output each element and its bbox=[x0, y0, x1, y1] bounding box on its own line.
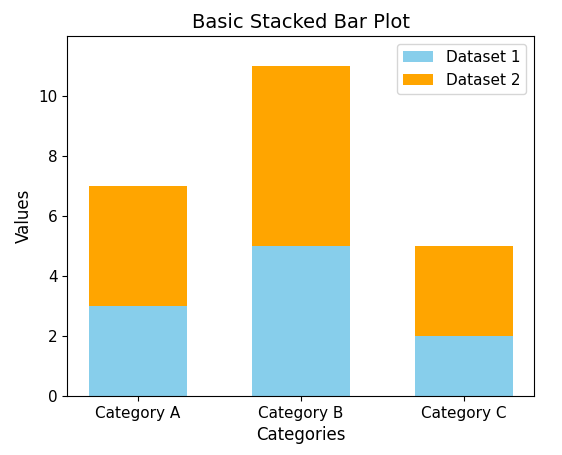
Bar bbox=[415, 246, 513, 336]
X-axis label: Categories: Categories bbox=[256, 426, 346, 444]
Y-axis label: Values: Values bbox=[15, 189, 33, 243]
Bar bbox=[252, 66, 350, 246]
Bar bbox=[89, 306, 187, 396]
Bar bbox=[415, 336, 513, 396]
Legend: Dataset 1, Dataset 2: Dataset 1, Dataset 2 bbox=[397, 44, 526, 94]
Title: Basic Stacked Bar Plot: Basic Stacked Bar Plot bbox=[192, 13, 410, 32]
Bar bbox=[89, 186, 187, 306]
Bar bbox=[252, 246, 350, 396]
